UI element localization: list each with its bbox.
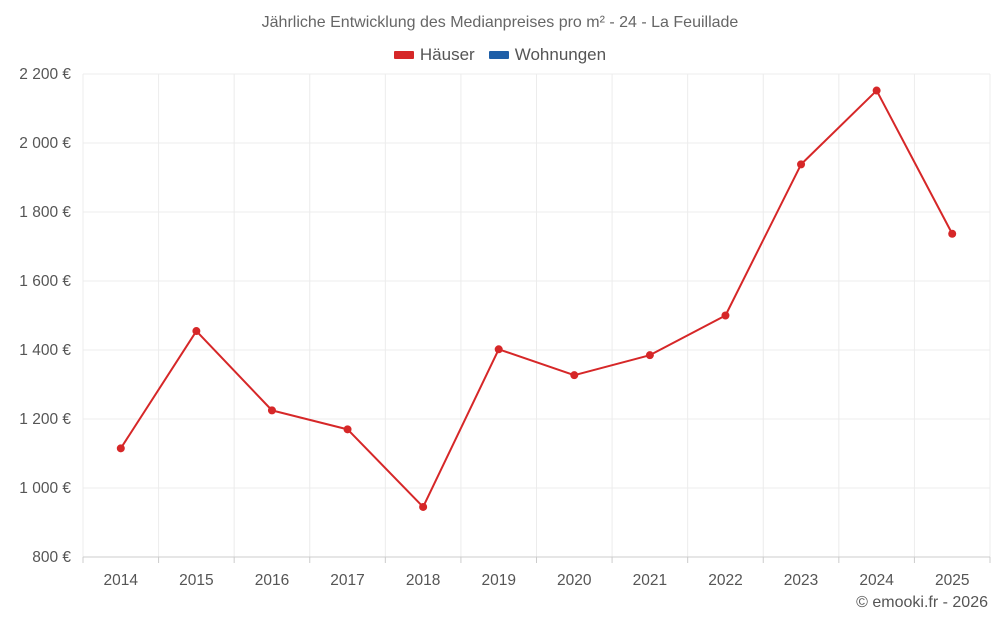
x-tick-label: 2021 [633, 572, 667, 589]
x-tick-label: 2020 [557, 572, 592, 589]
series-line-houses [119, 89, 954, 508]
data-point-houses [797, 160, 806, 169]
x-tick-label: 2014 [104, 572, 139, 589]
data-point-houses [948, 229, 957, 238]
legend-label-houses: Häuser [419, 45, 475, 64]
y-tick-label: 800 € [32, 549, 71, 566]
x-tick-label: 2015 [179, 572, 213, 589]
data-point-houses [494, 345, 503, 354]
data-point-houses [721, 311, 730, 320]
legend-item-houses[interactable]: Häuser [393, 45, 475, 65]
legend-label-apartments: Wohnungen [514, 45, 607, 64]
data-point-houses [872, 86, 881, 95]
chart-legend: Häuser Wohnungen [0, 45, 1000, 65]
axes [82, 556, 991, 563]
y-tick-label: 1 200 € [19, 411, 71, 428]
x-tick-label: 2016 [255, 572, 289, 589]
data-point-houses [419, 502, 428, 511]
data-point-houses [343, 425, 352, 434]
y-tick-label: 1 600 € [19, 273, 71, 290]
x-tick-label: 2025 [935, 572, 969, 589]
y-tick-label: 1 000 € [19, 480, 71, 497]
legend-item-apartments[interactable]: Wohnungen [488, 45, 607, 65]
copyright-credit: © emooki.fr - 2026 [856, 594, 988, 611]
y-tick-label: 1 800 € [19, 204, 71, 221]
data-point-houses [267, 406, 276, 415]
x-axis-labels: 2014 2015 2016 2017 2018 2019 2020 2021 2022 2023… [104, 572, 970, 589]
legend-swatch-apartments [488, 51, 509, 59]
y-axis-labels: 800 € 1 000 € 1 200 € 1 400 € 1 600 € 1 800 €… [19, 66, 71, 566]
y-tick-label: 2 000 € [19, 135, 71, 152]
data-point-houses [645, 351, 654, 360]
data-point-houses [116, 444, 125, 453]
y-tick-label: 1 400 € [19, 342, 71, 359]
data-point-houses [570, 371, 579, 380]
x-tick-label: 2019 [481, 572, 515, 589]
x-tick-label: 2022 [708, 572, 742, 589]
x-tick-label: 2024 [859, 572, 894, 589]
grid-lines [82, 73, 991, 557]
series-houses [116, 86, 957, 511]
x-tick-label: 2018 [406, 572, 440, 589]
x-tick-label: 2023 [784, 572, 818, 589]
data-point-houses [192, 327, 201, 336]
legend-swatch-houses [393, 51, 414, 59]
y-tick-label: 2 200 € [19, 66, 71, 83]
x-tick-label: 2017 [330, 572, 364, 589]
chart-title: Jährliche Entwicklung des Medianpreises … [261, 14, 739, 31]
